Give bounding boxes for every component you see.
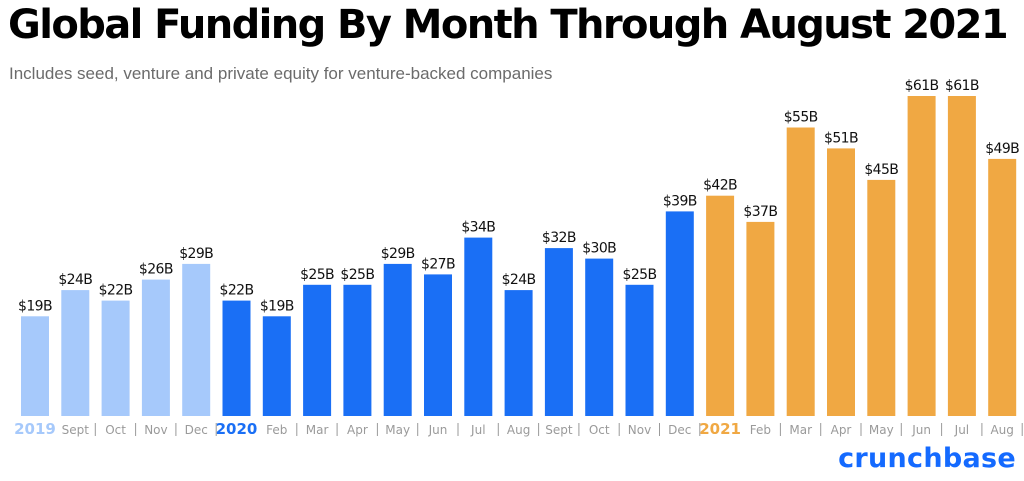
bar-value-label: $34B [461,220,495,236]
bar-value-label: $24B [502,272,536,288]
bar [262,316,291,416]
bar-value-label: $30B [582,241,616,257]
bar-value-label: $27B [421,256,455,272]
tick-separators-group [94,423,1023,436]
bar [424,274,452,416]
x-tick-label: Feb [266,423,287,437]
bar [867,179,896,416]
x-tick-label: Dec [668,423,691,437]
bar-value-label: $29B [381,246,415,262]
bar-value-label: $61B [905,78,939,94]
bar-value-label: $25B [300,267,334,283]
bar-value-label: $19B [18,298,52,314]
x-tick-label: Apr [831,423,852,437]
bar-value-label: $24B [58,272,92,288]
bar [746,221,775,416]
bar-value-label: $45B [864,162,898,178]
x-tick-label: Sept [62,423,90,437]
bar [706,195,735,416]
bar-value-label: $25B [623,267,657,283]
bar [544,248,573,416]
x-tick-label: Dec [185,423,208,437]
x-year-label: 2021 [699,420,741,438]
bar [182,263,211,416]
bar [303,284,332,416]
x-year-label: 2019 [14,420,56,438]
chart-title: Global Funding By Month Through August 2… [8,2,1009,48]
bar-value-label: $29B [179,246,213,262]
x-tick-label: Oct [105,423,126,437]
bar [343,284,372,416]
bar [21,316,49,416]
x-tick-label: Jul [470,423,485,437]
x-tick-label: Aug [507,423,530,437]
x-tick-label: Mar [789,423,812,437]
bar [383,263,412,416]
bar-value-label: $26B [139,262,173,278]
bars-group [21,96,1017,416]
bar-value-label: $49B [985,141,1019,157]
bar-value-label: $19B [260,298,294,314]
bar-value-label: $42B [703,178,737,194]
x-tick-label: Jul [954,423,969,437]
crunchbase-logo: crunchbase [838,443,1016,474]
x-tick-labels-group: 2019 Sept Oct Nov Dec 2020 Feb Mar Apr May Jun Jul A… [14,420,1014,438]
bar-value-label: $55B [784,110,818,126]
x-tick-label: May [385,423,410,437]
x-tick-label: Mar [306,423,329,437]
bar-value-label: $39B [663,193,697,209]
bar-value-label: $37B [743,204,777,220]
bar [786,127,815,416]
x-tick-label: Sept [545,423,573,437]
x-tick-label: May [869,423,894,437]
bar [464,237,493,416]
x-tick-label: Oct [589,423,610,437]
x-tick-label: Apr [347,423,368,437]
bar-value-label: $25B [340,267,374,283]
bar [625,284,654,416]
bar [665,211,694,416]
value-labels-group: $19B $24B $22B $26B $29B $22B $19B $25B $25B $29B… [18,78,1020,314]
bar [827,148,855,416]
bar [907,96,936,416]
bar-value-label: $51B [824,130,858,146]
x-year-label: 2020 [216,420,258,438]
bar [61,290,90,416]
bar [101,300,130,416]
x-tick-label: Aug [990,423,1013,437]
bar [988,158,1017,416]
x-tick-label: Jun [428,423,448,437]
x-tick-label: Feb [750,423,771,437]
bar [947,96,976,416]
bar-value-label: $32B [542,230,576,246]
bar-value-label: $61B [945,78,979,94]
x-tick-label: Jun [911,423,931,437]
bar [222,300,251,416]
bar [585,258,614,416]
bar [504,290,533,416]
bar-value-label: $22B [99,283,133,299]
chart-subtitle: Includes seed, venture and private equit… [9,64,553,83]
bar [141,279,170,416]
x-tick-label: Nov [628,423,651,437]
bar-value-label: $22B [220,283,254,299]
x-tick-label: Nov [144,423,167,437]
